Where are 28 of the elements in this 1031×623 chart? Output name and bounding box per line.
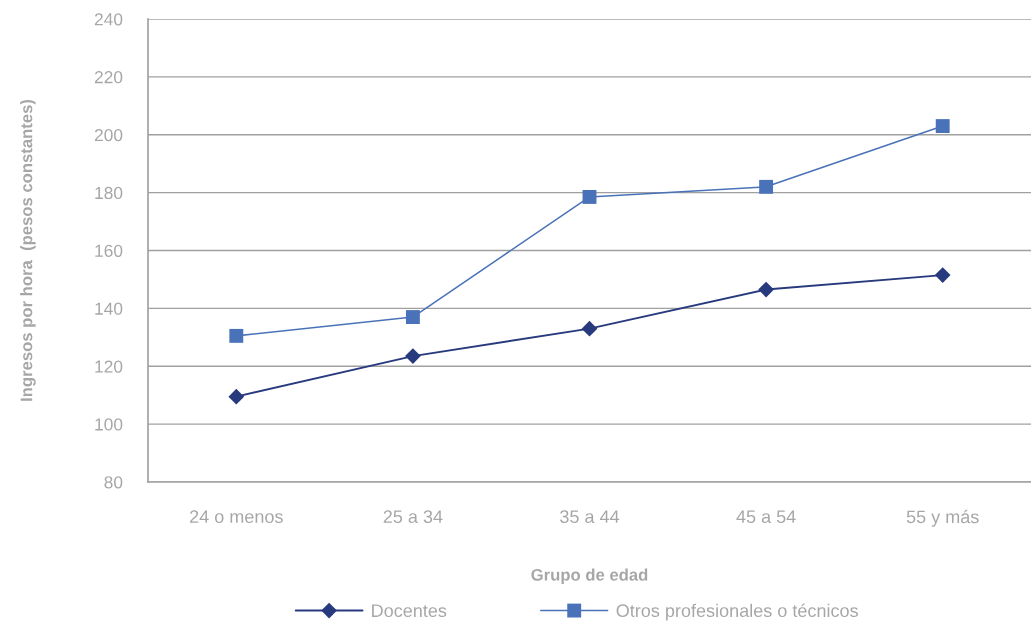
y-tick-label: 120	[95, 360, 123, 373]
x-tick-label: 55 y más	[906, 509, 979, 527]
x-tick-label: 45 a 54	[736, 510, 796, 524]
y-tick-label: 240	[94, 13, 123, 26]
y-tick-label: 100	[95, 418, 123, 431]
point	[759, 179, 774, 194]
y-tick-label: 220	[94, 71, 123, 84]
y-axis-title: Ingresos por hora (pesos constantes)	[20, 99, 36, 401]
point	[581, 320, 598, 337]
point	[582, 190, 597, 204]
legend-label: Otros profesionales o técnicos	[616, 603, 858, 621]
x-tick-label: 35 a 44	[560, 510, 620, 524]
legend-label: Docentes	[372, 604, 447, 618]
point	[934, 267, 951, 283]
y-tick-label: 200	[94, 128, 123, 142]
point	[228, 388, 245, 405]
y-tick-label: 140	[95, 302, 123, 315]
x-axis-title: Grupo de edad	[531, 568, 648, 585]
point	[405, 310, 420, 324]
point	[229, 328, 244, 343]
x-tick-label: 24 o menos	[190, 510, 283, 524]
point	[758, 281, 774, 298]
x-tick-label: 25 a 34	[383, 510, 443, 524]
y-tick-label: 160	[95, 244, 123, 257]
y-tick-label: 80	[104, 476, 123, 489]
point	[405, 348, 421, 364]
point	[935, 119, 950, 134]
y-tick-label: 180	[95, 186, 123, 200]
